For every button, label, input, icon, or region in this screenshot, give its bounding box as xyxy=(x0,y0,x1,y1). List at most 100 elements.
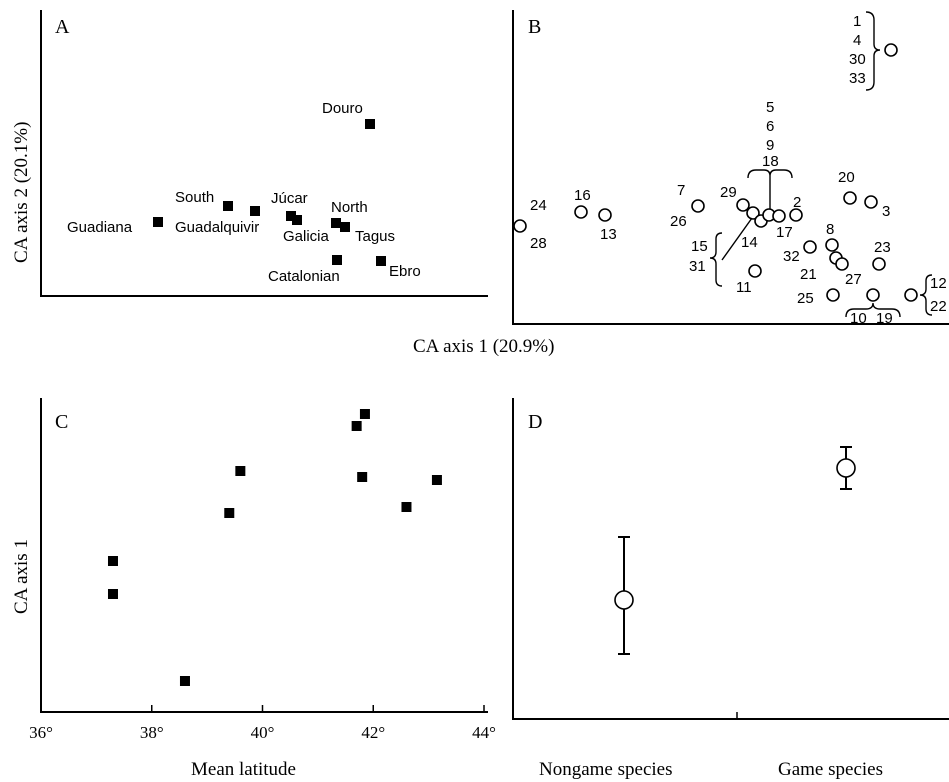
label-5: 5 xyxy=(766,99,774,116)
label-ebro: Ebro xyxy=(389,263,421,280)
panel-c-xtick-label: 40° xyxy=(251,723,275,742)
point-12 xyxy=(904,288,918,302)
label-17: 17 xyxy=(776,224,793,241)
panel-c-ticks: 36° 38° 40° 42° 44° xyxy=(29,705,496,742)
panel-d-letter: D xyxy=(528,411,542,433)
label-galicia: Galicia xyxy=(283,228,330,245)
panel-c-letter: C xyxy=(55,411,68,433)
label-game: Game species xyxy=(778,759,883,780)
label-21: 21 xyxy=(800,266,817,283)
point-29 xyxy=(736,198,750,212)
label-8: 8 xyxy=(826,221,834,238)
panel-c-point xyxy=(107,556,118,566)
label-14: 14 xyxy=(741,234,758,251)
point-27 xyxy=(835,257,849,271)
label-24: 24 xyxy=(530,197,547,214)
label-13: 13 xyxy=(600,226,617,243)
label-27: 27 xyxy=(845,271,862,288)
label-15: 15 xyxy=(691,238,708,255)
panel-c-xlabel: Mean latitude xyxy=(191,759,296,780)
label-23: 23 xyxy=(874,239,891,256)
label-2: 2 xyxy=(793,194,801,211)
panel-a: A CA axis 2 (20.1%) Douro South Júcar No… xyxy=(11,10,488,297)
panel-c: C CA axis 1 Mean latitude 36° 38° 40° 42° 44… xyxy=(11,398,496,780)
point-25 xyxy=(826,288,840,302)
point-14 xyxy=(746,206,760,220)
panel-c-xtick-label: 42° xyxy=(361,723,385,742)
panel-c-point xyxy=(224,508,235,518)
label-north: North xyxy=(331,199,368,216)
point-catalonian xyxy=(332,255,342,265)
point-jucar xyxy=(250,206,260,216)
axis1-xlabel: CA axis 1 (20.9%) xyxy=(413,336,554,357)
point-7 xyxy=(691,199,705,213)
panel-c-point xyxy=(359,409,370,419)
point-23 xyxy=(872,257,886,271)
label-10: 10 xyxy=(850,310,867,327)
panel-c-ylabel: CA axis 1 xyxy=(11,539,32,614)
panel-a-ylabel: CA axis 2 (20.1%) xyxy=(11,122,32,263)
point-south xyxy=(223,201,233,211)
panel-c-axes xyxy=(40,398,488,713)
label-32: 32 xyxy=(783,248,800,265)
label-16: 16 xyxy=(574,187,591,204)
label-19: 19 xyxy=(876,310,893,327)
label-29: 29 xyxy=(720,184,737,201)
panel-c-point xyxy=(179,676,190,686)
label-26: 26 xyxy=(670,213,687,230)
label-7: 7 xyxy=(677,182,685,199)
point-tagus xyxy=(340,222,350,232)
panel-d-axes xyxy=(512,398,949,720)
panel-d: D Nongame species Game species xyxy=(512,398,949,780)
label-south: South xyxy=(175,189,214,206)
label-30: 30 xyxy=(849,51,866,68)
label-12: 12 xyxy=(930,275,947,292)
point-ebro xyxy=(376,256,386,266)
label-catalonian: Catalonian xyxy=(268,268,340,285)
panel-b-letter: B xyxy=(528,16,541,38)
label-22: 22 xyxy=(930,298,947,315)
panel-d-mean-point xyxy=(614,590,634,610)
panel-c-point xyxy=(235,466,246,476)
brace-group-15 xyxy=(709,232,723,287)
panel-c-point xyxy=(401,502,412,512)
panel-b: B 1 4 30 33 5 6 9 18 7 26 29 2 14 17 16 … xyxy=(512,10,949,327)
point-2 xyxy=(789,208,803,222)
label-33: 33 xyxy=(849,70,866,87)
panel-c-point xyxy=(351,421,362,431)
point-galicia xyxy=(292,215,302,225)
point-20 xyxy=(843,191,857,205)
label-18: 18 xyxy=(762,153,779,170)
point-guadiana xyxy=(153,217,163,227)
label-guadalquivir: Guadalquivir xyxy=(175,219,259,236)
label-jucar: Júcar xyxy=(271,190,308,207)
brace-group-10 xyxy=(845,302,901,318)
point-north xyxy=(331,218,341,228)
panel-c-point xyxy=(357,472,368,482)
label-tagus: Tagus xyxy=(355,228,395,245)
brace-group-1 xyxy=(865,11,881,91)
point-douro xyxy=(365,119,375,129)
label-28: 28 xyxy=(530,235,547,252)
label-31: 31 xyxy=(689,258,706,275)
panel-a-letter: A xyxy=(55,16,70,38)
label-guadiana: Guadiana xyxy=(67,219,133,236)
panel-c-point xyxy=(107,589,118,599)
label-6: 6 xyxy=(766,118,774,135)
panel-c-point xyxy=(431,475,442,485)
panel-c-xtick-label: 36° xyxy=(29,723,53,742)
point-1 xyxy=(884,43,898,57)
panel-a-axes xyxy=(40,10,488,297)
point-3 xyxy=(864,195,878,209)
label-20: 20 xyxy=(838,169,855,186)
label-11: 11 xyxy=(736,279,752,296)
panel-b-axes xyxy=(512,10,949,325)
point-16 xyxy=(574,205,588,219)
panel-d-mean-point xyxy=(836,458,856,478)
point-24 xyxy=(513,219,527,233)
label-9: 9 xyxy=(766,137,774,154)
label-25: 25 xyxy=(797,290,814,307)
point-8 xyxy=(825,238,839,252)
point-10 xyxy=(866,288,880,302)
